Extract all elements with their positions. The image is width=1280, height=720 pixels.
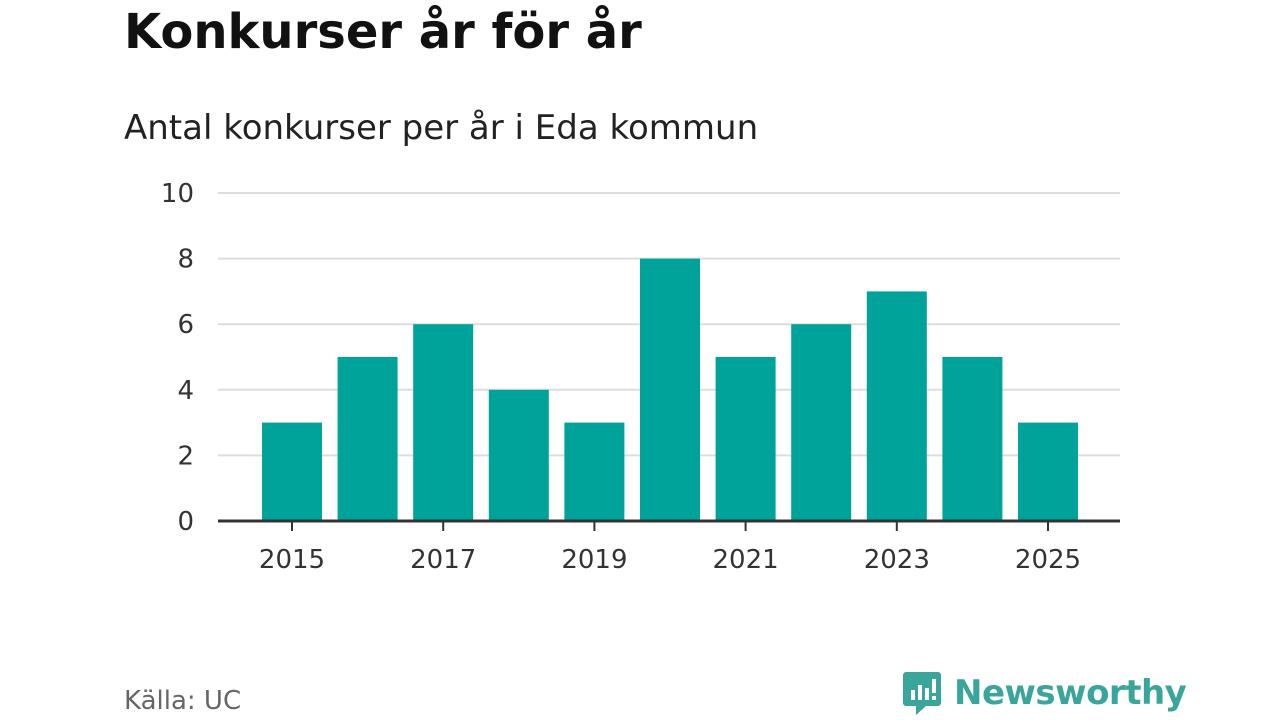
x-tick-label-2015: 2015 (259, 545, 325, 575)
brand-name: Newsworthy (954, 673, 1187, 713)
chart-subtitle: Antal konkurser per år i Eda kommun (124, 108, 759, 148)
source-label: Källa: UC (124, 686, 242, 716)
bar-2024 (942, 357, 1003, 521)
y-tick-label-10: 10 (161, 179, 194, 209)
y-tick-label-4: 4 (177, 376, 194, 406)
x-tick-label-2023: 2023 (864, 545, 930, 575)
bar-2023 (866, 291, 927, 521)
x-tick-label-2025: 2025 (1015, 545, 1081, 575)
chart-title: Konkurser år för år (124, 4, 642, 60)
x-tick-label-2017: 2017 (410, 545, 476, 575)
bar-2020 (640, 258, 700, 521)
y-tick-label-6: 6 (177, 310, 194, 340)
bar-2022 (791, 324, 852, 521)
bar-2018 (488, 389, 549, 521)
x-tick-label-2019: 2019 (561, 545, 627, 575)
y-tick-label-2: 2 (177, 441, 194, 471)
bar-2017 (413, 324, 474, 521)
newsworthy-logo-icon (903, 672, 941, 715)
x-tick-label-2021: 2021 (713, 545, 779, 575)
bar-2015 (262, 422, 322, 521)
bar-2016 (337, 357, 398, 521)
y-tick-label-8: 8 (177, 245, 194, 275)
y-tick-label-0: 0 (177, 507, 194, 537)
bar-2025 (1018, 422, 1078, 521)
brand: Newsworthy (902, 670, 1187, 716)
bar-2019 (564, 422, 625, 521)
bar-2021 (715, 357, 776, 521)
